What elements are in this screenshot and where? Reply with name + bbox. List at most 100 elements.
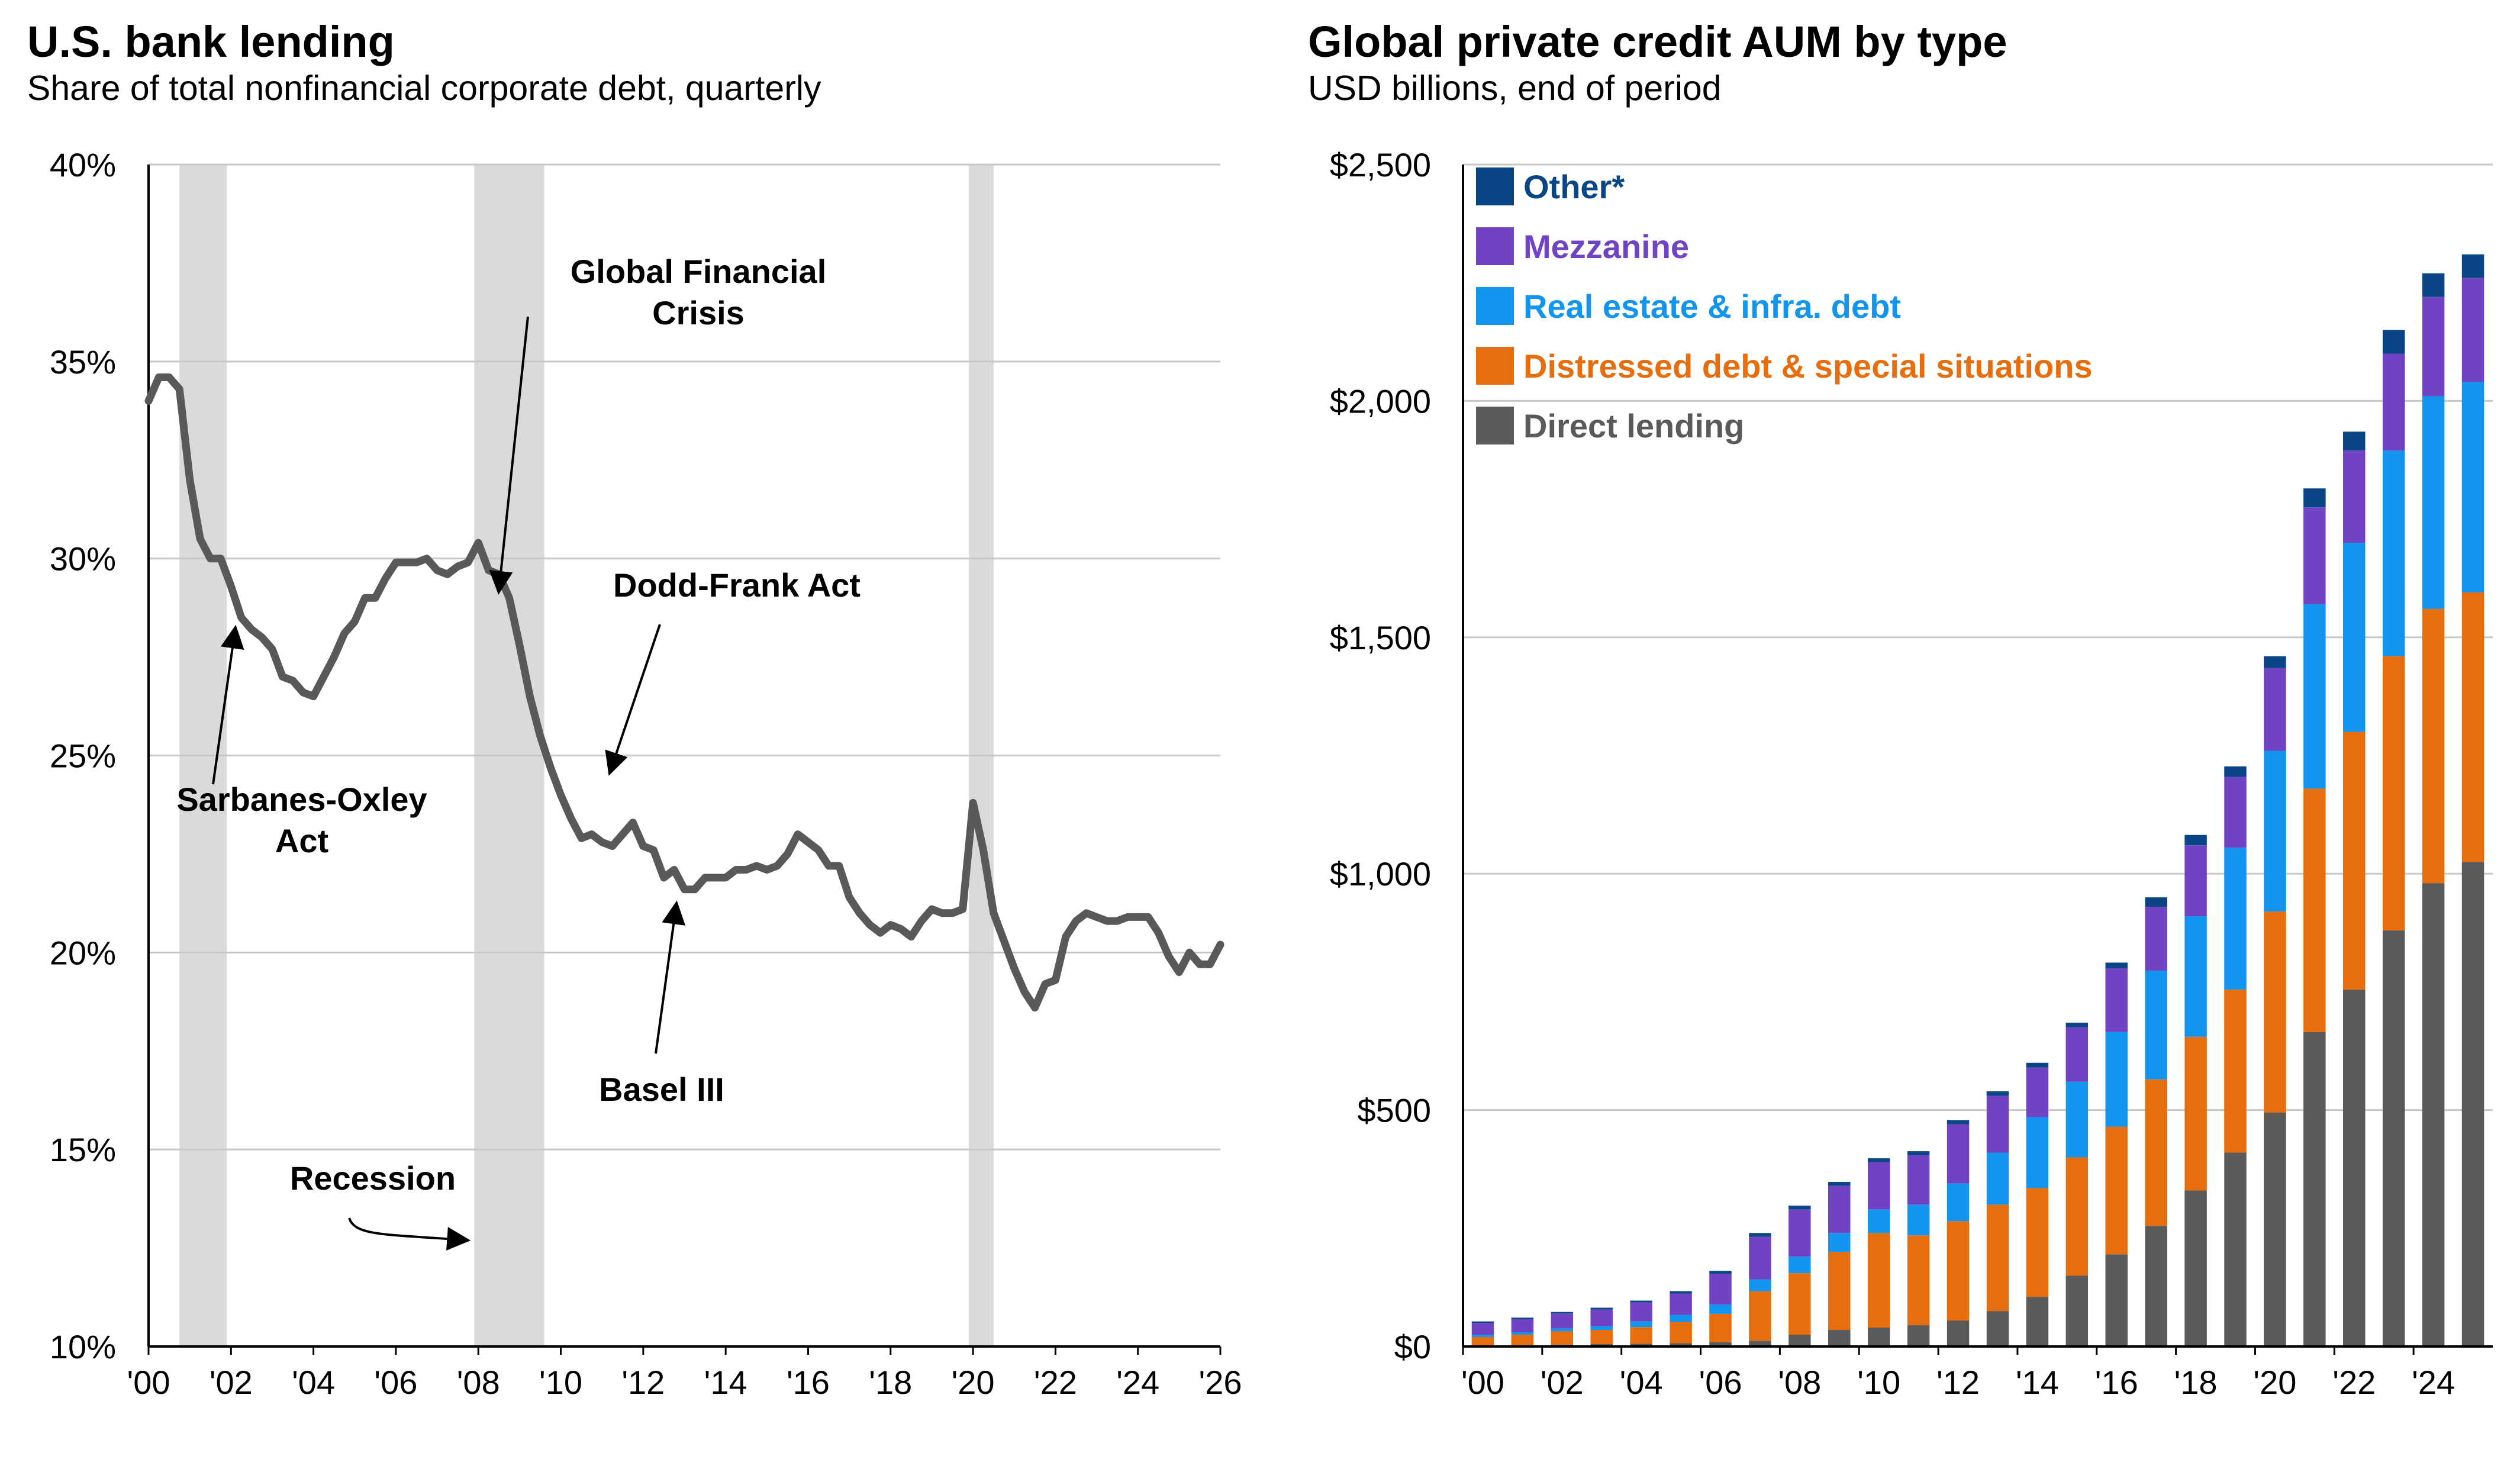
x-tick-label: '18 — [869, 1364, 912, 1401]
bar-segment — [2105, 962, 2128, 968]
bar-segment — [1947, 1124, 1970, 1184]
x-tick-label: '14 — [2016, 1364, 2059, 1401]
y-tick-label: 20% — [50, 934, 116, 971]
bar-segment — [2264, 1112, 2286, 1346]
bar-segment — [1630, 1302, 1652, 1322]
bar-segment — [1670, 1315, 1692, 1322]
y-tick-label: $2,500 — [1330, 146, 1431, 183]
y-tick-label: $0 — [1394, 1328, 1431, 1365]
bar-segment — [1867, 1209, 1890, 1233]
bar-segment — [1828, 1252, 1851, 1331]
bar-segment — [1511, 1319, 1534, 1333]
bar-segment — [1947, 1320, 1970, 1346]
annotation-label: Basel III — [599, 1071, 724, 1108]
bar-segment — [2264, 911, 2286, 1113]
bar-segment — [1947, 1183, 1970, 1222]
legend-swatch — [1476, 167, 1514, 205]
bar-segment — [2224, 1152, 2247, 1346]
bar-segment — [1670, 1291, 1692, 1294]
bar-segment — [1670, 1343, 1692, 1346]
bar-segment — [2303, 788, 2326, 1032]
x-tick-label: '12 — [1936, 1364, 1980, 1401]
annotation-label: Global Financial — [571, 253, 827, 290]
bar-segment — [2264, 750, 2286, 912]
bar-segment — [1551, 1312, 1574, 1314]
bar-segment — [2382, 450, 2405, 656]
bar-segment — [2303, 507, 2326, 604]
bar-segment — [2224, 777, 2247, 848]
bar-segment — [2343, 989, 2366, 1346]
bar-segment — [1986, 1096, 2009, 1153]
bar-segment — [1828, 1182, 1851, 1186]
y-tick-label: 30% — [50, 540, 116, 578]
annotation-label: Sarbanes-Oxley — [176, 781, 427, 818]
legend-label: Mezzanine — [1523, 228, 1689, 265]
x-tick-label: '22 — [2332, 1364, 2376, 1401]
bar-segment — [1670, 1322, 1692, 1344]
x-tick-label: '06 — [374, 1364, 417, 1401]
annotation-label: Recession — [290, 1159, 456, 1197]
bar-segment — [1551, 1313, 1574, 1329]
bar-segment — [1590, 1330, 1613, 1345]
bar-segment — [1511, 1335, 1534, 1345]
x-tick-label: '08 — [1778, 1364, 1821, 1401]
bar-segment — [1471, 1323, 1494, 1335]
bar-segment — [1986, 1204, 2009, 1312]
bar-segment — [1471, 1335, 1494, 1338]
bar-segment — [1630, 1344, 1652, 1346]
bar-segment — [1590, 1307, 1613, 1310]
y-tick-label: 10% — [50, 1328, 116, 1365]
bar-segment — [2184, 1036, 2207, 1191]
bar-segment — [1789, 1209, 1811, 1257]
bar-segment — [2026, 1117, 2049, 1188]
bar-segment — [2382, 930, 2405, 1346]
bar-segment — [2145, 907, 2167, 971]
x-tick-label: '16 — [2095, 1364, 2138, 1401]
x-tick-label: '24 — [2412, 1364, 2455, 1401]
bar-segment — [1828, 1233, 1851, 1252]
y-tick-label: $1,500 — [1330, 619, 1431, 656]
bar-segment — [2105, 1126, 2128, 1255]
legend-swatch — [1476, 407, 1514, 444]
bar-segment — [1749, 1291, 1771, 1341]
x-tick-label: '20 — [2253, 1364, 2296, 1401]
bar-segment — [2461, 278, 2484, 382]
y-tick-label: $2,000 — [1330, 382, 1431, 420]
bar-segment — [2026, 1062, 2049, 1068]
bar-segment — [2461, 592, 2484, 862]
bar-segment — [2224, 766, 2247, 777]
bar-segment — [2343, 431, 2366, 451]
x-tick-label: '12 — [621, 1364, 665, 1401]
bar-segment — [2382, 353, 2405, 451]
x-tick-label: '10 — [539, 1364, 582, 1401]
bar-segment — [1590, 1309, 1613, 1326]
bar-segment — [2224, 989, 2247, 1153]
bar-segment — [1986, 1152, 2009, 1205]
bar-segment — [2065, 1081, 2089, 1158]
bar-segment — [1986, 1311, 2009, 1346]
annotation-label: Act — [275, 822, 328, 859]
bar-segment — [1828, 1330, 1851, 1346]
bar-segment — [1867, 1328, 1890, 1346]
bar-segment — [1907, 1151, 1930, 1155]
bar-segment — [1749, 1233, 1771, 1237]
x-tick-label: '08 — [457, 1364, 500, 1401]
bar-segment — [1867, 1158, 1890, 1162]
bar-segment — [2184, 916, 2207, 1037]
bar-segment — [2303, 604, 2326, 789]
annotation-arrow — [348, 1217, 471, 1251]
bar-segment — [1709, 1271, 1732, 1274]
bar-segment — [2026, 1188, 2049, 1297]
bar-segment — [1670, 1293, 1692, 1315]
bar-segment — [2184, 835, 2207, 846]
y-tick-label: $1,000 — [1330, 855, 1431, 893]
bar-segment — [2461, 254, 2484, 278]
bar-segment — [1551, 1331, 1574, 1345]
x-tick-label: '20 — [952, 1364, 995, 1401]
bar-segment — [2065, 1027, 2089, 1082]
left-chart-title: U.S. bank lending — [27, 17, 395, 66]
bar-segment — [2065, 1275, 2089, 1346]
bar-segment — [1789, 1257, 1811, 1274]
bar-segment — [2065, 1022, 2089, 1027]
